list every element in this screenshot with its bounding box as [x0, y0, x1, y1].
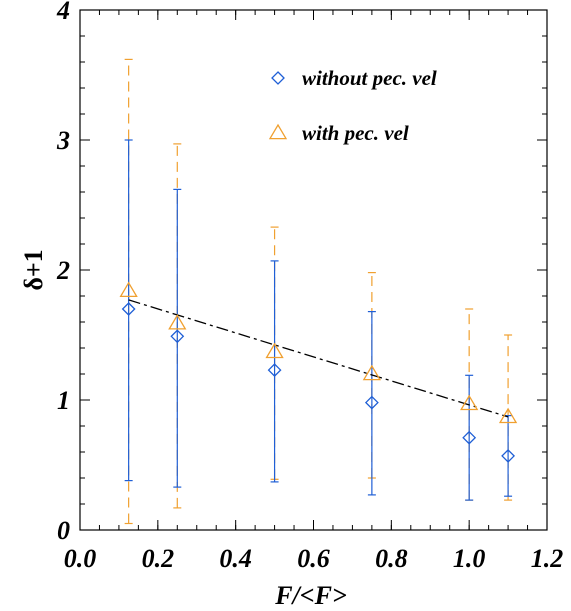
data-point-diamond	[121, 302, 136, 316]
x-tick-label: 1.0	[453, 544, 486, 573]
y-tick-label: 4	[56, 0, 70, 25]
y-tick-label: 2	[56, 256, 70, 285]
data-point-diamond	[462, 430, 477, 445]
x-tick-label: 1.2	[531, 544, 564, 573]
x-tick-label: 0.6	[297, 544, 330, 573]
axis-ticks: 0.0 0.2 0.4 0.6 0.8 1.0 1.2 0 1 2 3 4	[56, 0, 563, 573]
x-tick-label: 0.0	[64, 544, 97, 573]
legend-label: with pec. vel	[302, 121, 409, 145]
data-point-diamond	[170, 329, 185, 344]
fit-line	[128, 299, 509, 418]
y-axis-title: δ+1	[19, 249, 48, 290]
x-tick-label: 0.4	[219, 544, 252, 573]
data-point-diamond	[364, 395, 379, 410]
data-point-triangle	[119, 281, 138, 298]
x-tick-label: 0.2	[142, 544, 175, 573]
y-tick-label: 0	[57, 516, 70, 545]
data-point-diamond	[267, 363, 282, 378]
fit-line-group	[128, 299, 509, 418]
x-axis-title: F/<F>	[274, 581, 347, 610]
data-markers	[119, 281, 518, 463]
legend: without pec. vel with pec. vel	[268, 66, 437, 145]
y-tick-label: 3	[56, 126, 70, 155]
y-tick-label: 1	[57, 386, 70, 415]
data-point-triangle	[265, 342, 284, 359]
data-point-diamond	[501, 448, 516, 463]
legend-label: without pec. vel	[302, 66, 437, 90]
data-point-triangle	[362, 364, 382, 381]
data-point-triangle	[168, 314, 187, 330]
x-tick-label: 0.8	[375, 544, 408, 573]
data-point-triangle	[460, 394, 479, 411]
data-point-triangle	[498, 407, 518, 424]
legend-marker-triangle	[268, 123, 288, 140]
legend-marker-diamond	[271, 71, 285, 85]
